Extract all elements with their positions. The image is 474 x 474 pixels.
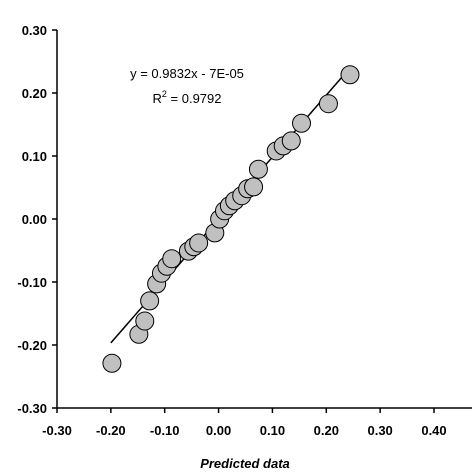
data-point: [140, 291, 160, 311]
x-axis-label: Predicted data: [200, 456, 290, 471]
data-point: [281, 131, 301, 151]
y-tick-label: -0.20: [17, 338, 47, 353]
r-squared: R2 = 0.9792: [153, 89, 222, 106]
y-tick-label: 0.20: [22, 86, 47, 101]
x-tick-label: 0.10: [260, 423, 285, 438]
r2-part: = 0.9792: [167, 91, 222, 106]
equation: y = 0.9832x - 7E-05: [130, 66, 244, 81]
y-tick-label: 0.10: [22, 149, 47, 164]
data-point: [162, 249, 182, 269]
y-tick-label: 0.00: [22, 212, 47, 227]
y-tick-label: -0.30: [17, 401, 47, 416]
x-tick-label: -0.10: [150, 423, 180, 438]
data-point: [292, 113, 312, 133]
r2-part: 2: [162, 89, 167, 99]
x-tick-label: -0.20: [96, 423, 126, 438]
data-point: [248, 159, 268, 179]
r2-part: R: [153, 91, 162, 106]
data-point: [340, 65, 360, 85]
data-point: [135, 311, 155, 331]
data-point: [318, 94, 338, 114]
data-point: [244, 177, 264, 197]
y-tick-label: 0.30: [22, 23, 47, 38]
x-tick-label: 0.20: [314, 423, 339, 438]
y-tick-label: -0.10: [17, 275, 47, 290]
x-tick-label: 0.40: [421, 423, 446, 438]
x-tick-label: 0.00: [206, 423, 231, 438]
x-tick-label: 0.30: [367, 423, 392, 438]
data-point: [102, 353, 122, 373]
data-point: [189, 233, 209, 253]
x-tick-label: -0.30: [42, 423, 72, 438]
